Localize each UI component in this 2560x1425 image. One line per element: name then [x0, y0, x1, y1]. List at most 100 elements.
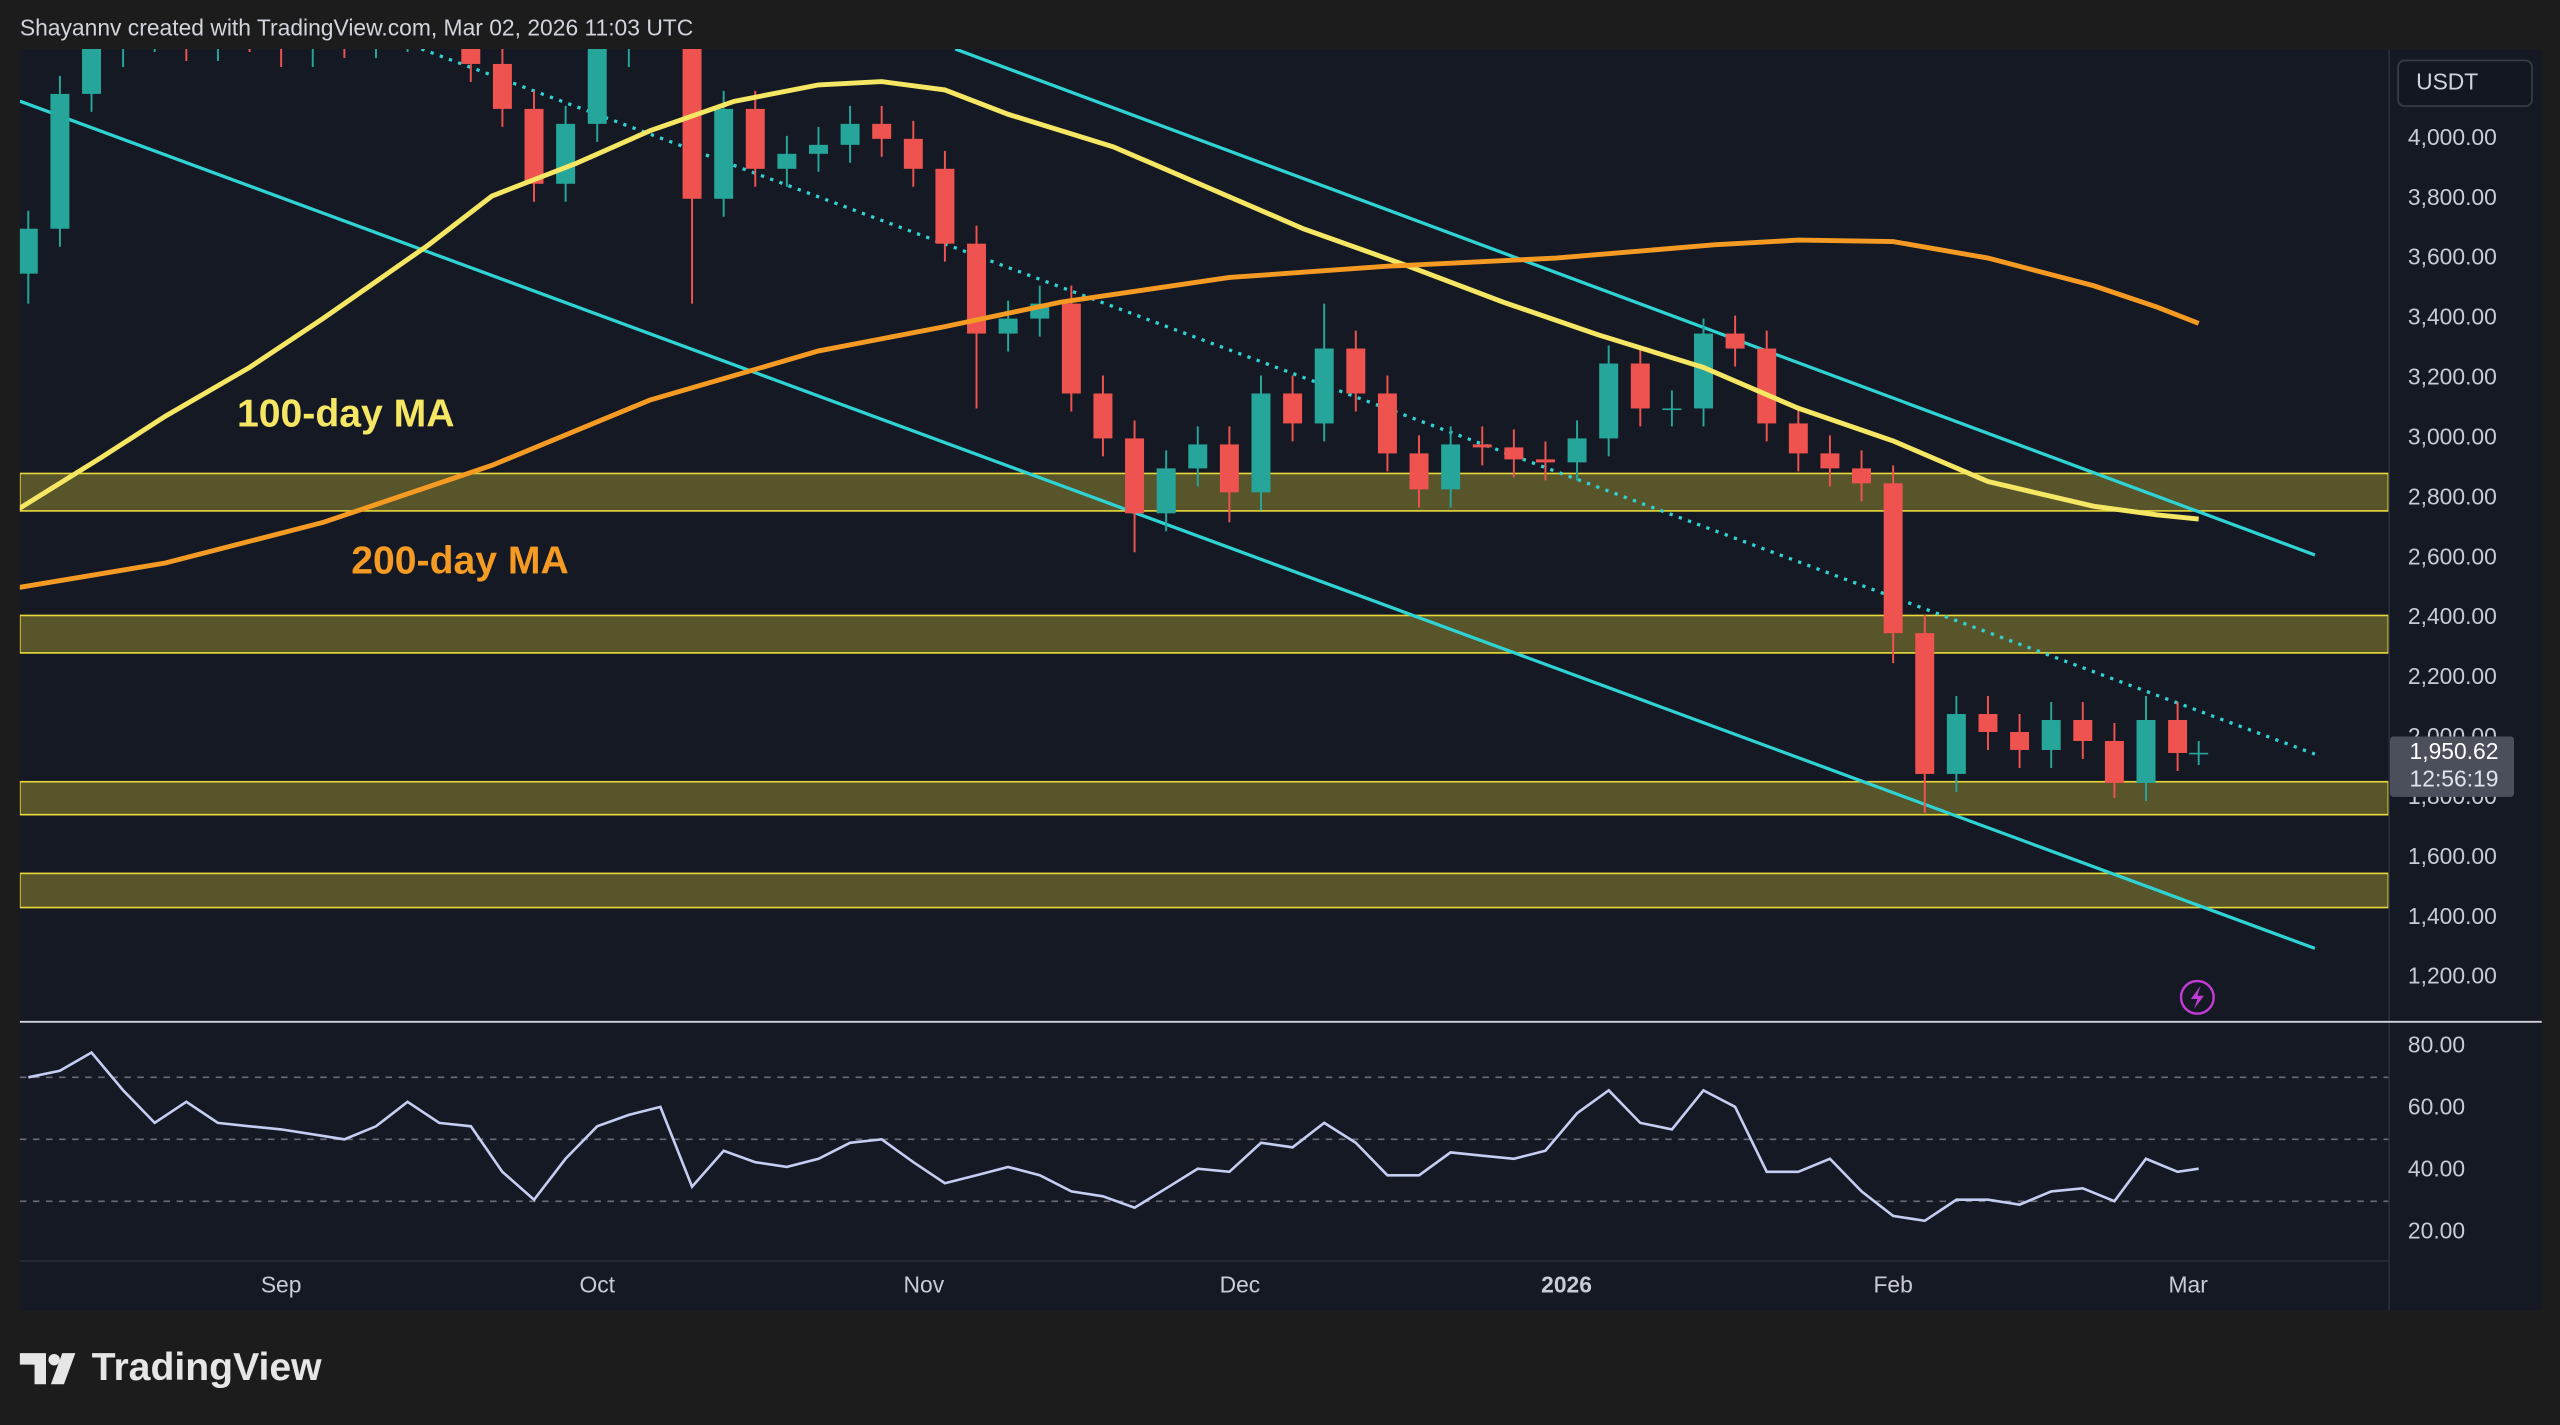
candle-body	[1599, 363, 1619, 439]
candle-body	[935, 168, 955, 244]
candle-body	[1883, 483, 1903, 634]
currency-box[interactable]	[2397, 59, 2533, 107]
candle-body	[967, 243, 987, 334]
candle-body	[1820, 453, 1840, 469]
candle-body	[556, 123, 576, 184]
zone	[19, 614, 2389, 654]
candle-body	[492, 63, 512, 109]
candle-body	[1441, 444, 1461, 490]
candle-body	[998, 318, 1018, 334]
candle-body	[82, 48, 101, 94]
y-tick-label: 80.00	[2408, 1031, 2465, 1057]
candle-body	[2073, 720, 2093, 741]
candle-body	[1662, 408, 1682, 411]
x-tick-label: Feb	[1873, 1271, 1912, 1297]
zone	[19, 780, 2389, 816]
candle-body	[1915, 633, 1935, 774]
ma-annotation: 100-day MA	[237, 393, 455, 436]
trend-line	[420, 48, 2316, 756]
y-tick-label: 1,600.00	[2408, 843, 2497, 869]
y-tick-label: 2,400.00	[2408, 603, 2497, 629]
currency: USDT	[2416, 68, 2478, 94]
axes: 1,200.001,400.001,600.001,800.002,000.00…	[261, 124, 2497, 1297]
last-price-label: 1,950.62	[2410, 738, 2499, 764]
y-tick-label: 3,600.00	[2408, 244, 2497, 270]
logo-text: TradingView	[92, 1346, 322, 1389]
countdown: 12:56:19	[2410, 766, 2499, 792]
candle-body	[1757, 348, 1777, 424]
x-tick-label: Dec	[1220, 1271, 1261, 1297]
y-tick-label: 1,200.00	[2408, 963, 2497, 989]
y-tick-label: 3,400.00	[2408, 304, 2497, 330]
candle-body	[1093, 393, 1113, 439]
candle-body	[461, 48, 481, 64]
candle-body	[1946, 714, 1966, 774]
trend-line	[19, 99, 2316, 950]
candle-body	[682, 48, 702, 199]
x-tick-label: Nov	[904, 1271, 945, 1297]
moving-averages	[19, 79, 2200, 590]
candle-body	[1567, 438, 1587, 463]
x-tick-label: 2026	[1541, 1271, 1592, 1297]
candle-body	[1409, 453, 1429, 490]
candle-body	[903, 138, 923, 169]
y-tick-label: 1,400.00	[2408, 903, 2497, 929]
candle-body	[1504, 447, 1524, 460]
moving-average	[19, 237, 2200, 590]
candle-body	[777, 153, 797, 169]
y-tick-label: 20.00	[2408, 1217, 2465, 1243]
last-price-box	[2389, 736, 2515, 797]
candle-body	[714, 108, 734, 199]
candle-body	[1694, 333, 1713, 409]
zones	[19, 472, 2389, 909]
candle-body	[1061, 303, 1081, 394]
candle-body	[524, 108, 544, 184]
alert-icon[interactable]	[2179, 979, 2215, 1015]
header-credit: Shayannv created with TradingView.com, M…	[20, 14, 693, 40]
candle-body	[1314, 348, 1334, 424]
y-tick-label: 3,800.00	[2408, 184, 2497, 210]
candle-body	[1125, 438, 1145, 514]
candle-body	[1978, 714, 1998, 732]
candle-body	[587, 48, 607, 124]
trend-lines	[19, 48, 2316, 950]
candle-body	[1156, 468, 1176, 514]
moving-average	[19, 79, 2199, 522]
candle-body	[2168, 720, 2188, 753]
candle-body	[19, 228, 38, 274]
logo-mark	[48, 1353, 60, 1366]
candle-body	[1219, 444, 1239, 493]
y-tick-label: 60.00	[2408, 1093, 2465, 1119]
logo-mark	[50, 1353, 76, 1385]
logo: TradingView	[19, 1346, 322, 1389]
x-tick-label: Sep	[261, 1271, 302, 1297]
candle-body	[50, 93, 70, 229]
candle-body	[1283, 393, 1303, 424]
candle-body	[2104, 740, 2124, 783]
y-tick-label: 3,200.00	[2408, 364, 2497, 390]
candle-body	[872, 123, 892, 139]
y-tick-label: 2,600.00	[2408, 543, 2497, 569]
candle-body	[2189, 752, 2209, 755]
rsi-line	[28, 1050, 2199, 1223]
candle-body	[1346, 348, 1366, 394]
candle-body	[2010, 731, 2030, 750]
chart-panel	[19, 48, 2542, 1311]
candle-body	[1788, 423, 1808, 454]
candle-body	[2041, 720, 2061, 750]
y-tick-label: 3,000.00	[2408, 423, 2497, 449]
candle-body	[1472, 444, 1492, 448]
alert-bolt	[2190, 985, 2204, 1009]
alert-circle	[2179, 979, 2215, 1015]
y-tick-label: 40.00	[2408, 1155, 2465, 1181]
candle-body	[1630, 363, 1650, 409]
candle-body	[1377, 393, 1397, 454]
y-tick-label: 2,800.00	[2408, 483, 2497, 509]
candle-body	[1188, 444, 1208, 469]
candle-body	[745, 108, 765, 169]
trend-line	[954, 48, 2316, 557]
candle-body	[840, 123, 860, 145]
